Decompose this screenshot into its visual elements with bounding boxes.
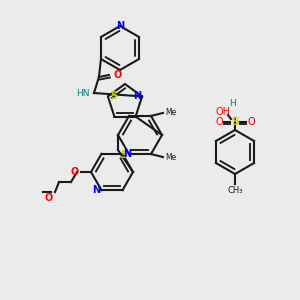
Text: H: H <box>230 100 236 109</box>
Text: CH₃: CH₃ <box>227 186 243 195</box>
Text: O: O <box>71 167 79 177</box>
Text: S: S <box>231 117 239 127</box>
Text: O: O <box>215 117 223 127</box>
Text: N: N <box>92 185 101 195</box>
Text: N: N <box>116 21 124 31</box>
Text: O: O <box>247 117 255 127</box>
Text: S: S <box>110 92 117 101</box>
Text: Me: Me <box>165 153 176 162</box>
Text: O: O <box>114 70 122 80</box>
Text: HN: HN <box>76 88 90 98</box>
Text: O: O <box>45 193 53 203</box>
Text: N: N <box>133 92 141 101</box>
Text: N: N <box>124 149 132 159</box>
Text: S: S <box>120 150 127 160</box>
Text: OH: OH <box>215 107 230 117</box>
Text: Me: Me <box>165 108 176 117</box>
